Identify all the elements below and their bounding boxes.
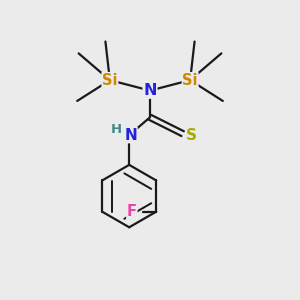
Text: N: N xyxy=(124,128,137,142)
Text: N: N xyxy=(143,83,157,98)
Text: S: S xyxy=(186,128,197,142)
Text: H: H xyxy=(110,123,122,136)
Text: F: F xyxy=(127,204,137,219)
Text: Si: Si xyxy=(102,73,118,88)
Text: Si: Si xyxy=(182,73,198,88)
